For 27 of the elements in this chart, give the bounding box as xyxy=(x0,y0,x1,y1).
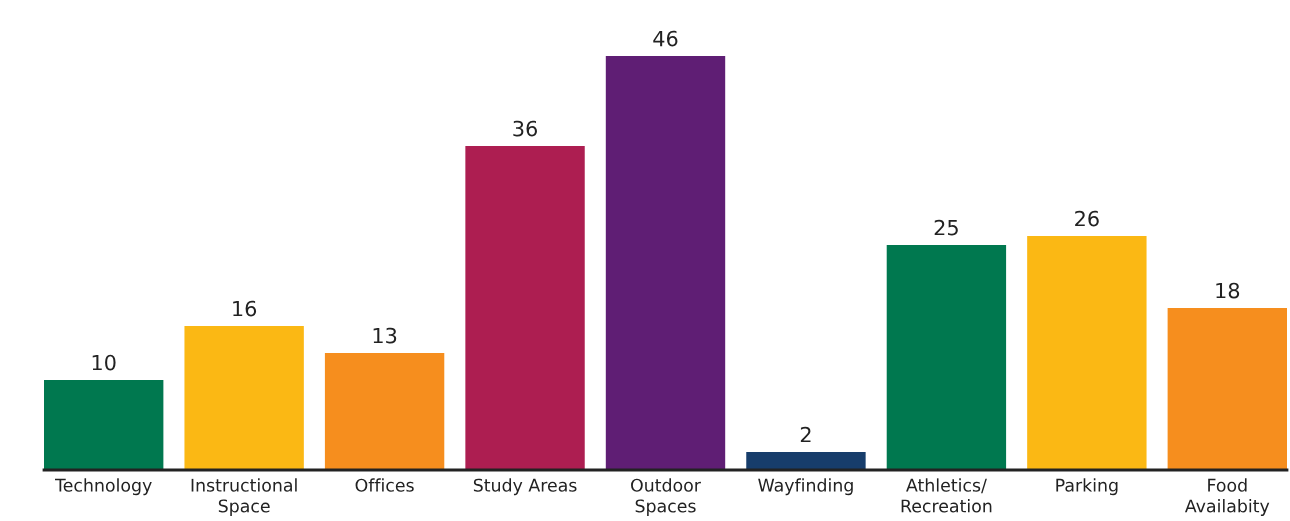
x-tick-label: Food Availabity xyxy=(1184,478,1270,516)
x-tick-label: Outdoor Spaces xyxy=(631,478,701,516)
data-label: 13 xyxy=(373,327,397,344)
x-tick-label: Offices xyxy=(355,478,414,492)
data-label: 36 xyxy=(513,120,537,137)
x-tick-label: Wayfinding xyxy=(758,478,853,496)
bar xyxy=(1027,236,1147,470)
bar xyxy=(184,326,304,470)
bar xyxy=(44,380,164,470)
bar xyxy=(324,353,445,470)
data-label: 46 xyxy=(653,30,678,47)
x-tick-label: Parking xyxy=(1056,478,1118,496)
x-tick-label: Technology xyxy=(55,478,152,496)
data-label: 16 xyxy=(233,300,257,317)
data-label: 2 xyxy=(800,426,811,443)
bar xyxy=(886,245,1007,470)
bar xyxy=(465,146,585,470)
data-label: 26 xyxy=(1075,210,1099,227)
data-label: 18 xyxy=(1216,282,1240,299)
bar xyxy=(1167,308,1287,470)
x-tick-label: Instructional Space xyxy=(191,478,297,516)
bar xyxy=(746,452,866,470)
x-tick-label: Study Areas xyxy=(473,478,577,496)
data-label: 10 xyxy=(92,354,116,371)
x-tick-label: Athletics/ Recreation xyxy=(901,478,992,513)
bar xyxy=(605,56,726,470)
data-label: 25 xyxy=(934,219,958,236)
